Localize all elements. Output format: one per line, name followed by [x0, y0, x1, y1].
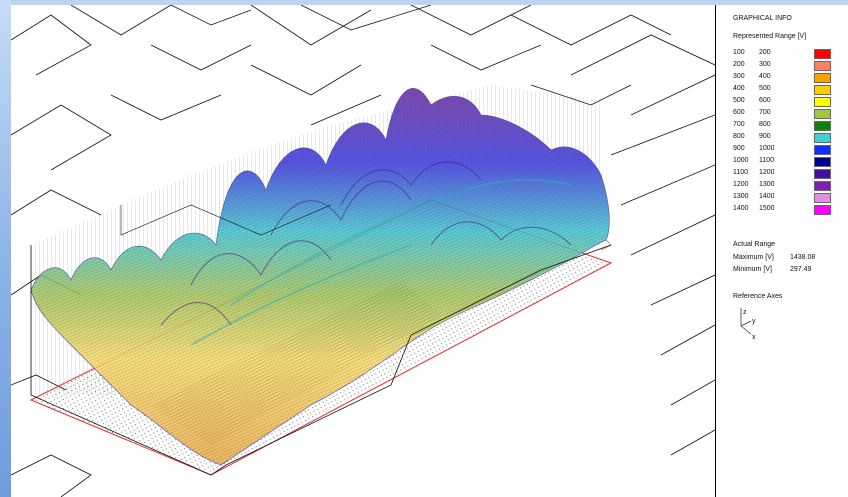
range-row: 900 1000: [733, 144, 845, 156]
maximum-value: 1438.08: [790, 254, 816, 261]
range-high-value: 600: [759, 97, 771, 104]
range-color-swatch: [814, 121, 831, 131]
minimum-row: Minimum [V] 297.49: [733, 266, 833, 273]
range-high-value: 1400: [759, 193, 775, 200]
range-low-value: 1000: [733, 157, 749, 164]
minimum-value: 297.49: [790, 266, 812, 273]
range-low-value: 300: [733, 73, 745, 80]
axis-z-label: z: [743, 309, 747, 316]
range-legend: 100 200 200 300 300 400 400 500 500 600 600 700 700 8…: [733, 48, 845, 216]
range-high-value: 1100: [759, 157, 775, 164]
range-color-swatch: [814, 85, 831, 95]
range-high-value: 1000: [759, 145, 775, 152]
maximum-label: Maximum [V]: [733, 254, 774, 261]
actual-range-label: Actual Range: [733, 241, 776, 248]
range-row: 800 900: [733, 132, 845, 144]
range-row: 500 600: [733, 96, 845, 108]
range-color-swatch: [814, 169, 831, 179]
projection-outline: [30, 244, 612, 476]
minimum-label: Minimum [V]: [733, 266, 772, 273]
range-low-value: 1100: [733, 169, 749, 176]
range-color-swatch: [814, 205, 831, 215]
range-color-swatch: [814, 109, 831, 119]
surface-peaks: [160, 161, 572, 326]
range-color-swatch: [814, 97, 831, 107]
range-low-value: 800: [733, 133, 745, 140]
range-low-value: 700: [733, 121, 745, 128]
range-high-value: 200: [759, 49, 771, 56]
range-row: 1100 1200: [733, 168, 845, 180]
range-low-value: 1300: [733, 193, 749, 200]
range-row: 1300 1400: [733, 192, 845, 204]
panel-title: GRAPHICAL INFO: [733, 15, 792, 22]
range-color-swatch: [814, 61, 831, 71]
panel-divider: [715, 5, 716, 497]
range-high-value: 800: [759, 121, 771, 128]
range-color-swatch: [814, 133, 831, 143]
range-high-value: 900: [759, 133, 771, 140]
range-row: 600 700: [733, 108, 845, 120]
maximum-row: Maximum [V] 1438.08: [733, 254, 833, 261]
range-row: 200 300: [733, 60, 845, 72]
range-color-swatch: [814, 157, 831, 167]
axis-x-label: x: [752, 334, 756, 340]
range-high-value: 700: [759, 109, 771, 116]
represented-range-label: Represented Range [V]: [733, 33, 807, 40]
range-row: 700 800: [733, 120, 845, 132]
range-row: 1000 1100: [733, 156, 845, 168]
range-low-value: 600: [733, 109, 745, 116]
range-color-swatch: [814, 181, 831, 191]
surface-plot-canvas[interactable]: [11, 5, 715, 497]
graphical-info-panel: GRAPHICAL INFO Represented Range [V] 100…: [716, 5, 848, 497]
window-top-border: [0, 0, 848, 5]
range-high-value: 500: [759, 85, 771, 92]
projection-outline-2: [120, 204, 332, 236]
range-row: 100 200: [733, 48, 845, 60]
range-row: 1400 1500: [733, 204, 845, 216]
range-color-swatch: [814, 145, 831, 155]
range-row: 400 500: [733, 84, 845, 96]
range-color-swatch: [814, 193, 831, 203]
range-low-value: 900: [733, 145, 745, 152]
range-color-swatch: [814, 49, 831, 59]
range-high-value: 1500: [759, 205, 775, 212]
range-low-value: 1200: [733, 181, 749, 188]
range-high-value: 400: [759, 73, 771, 80]
range-high-value: 1200: [759, 169, 775, 176]
reference-axes-icon: z y x: [740, 308, 756, 340]
range-low-value: 200: [733, 61, 745, 68]
range-row: 300 400: [733, 72, 845, 84]
window-left-border: [0, 0, 11, 497]
potential-surface-plot[interactable]: [11, 5, 715, 497]
range-row: 1200 1300: [733, 180, 845, 192]
axis-y-label: y: [752, 318, 756, 325]
reference-axes-label: Reference Axes: [733, 293, 783, 300]
range-low-value: 500: [733, 97, 745, 104]
range-high-value: 1300: [759, 181, 775, 188]
range-high-value: 300: [759, 61, 771, 68]
range-low-value: 400: [733, 85, 745, 92]
range-low-value: 100: [733, 49, 745, 56]
surface-mesh-cross: [31, 88, 610, 465]
teal-ridges: [190, 178, 572, 346]
range-color-swatch: [814, 73, 831, 83]
range-low-value: 1400: [733, 205, 749, 212]
